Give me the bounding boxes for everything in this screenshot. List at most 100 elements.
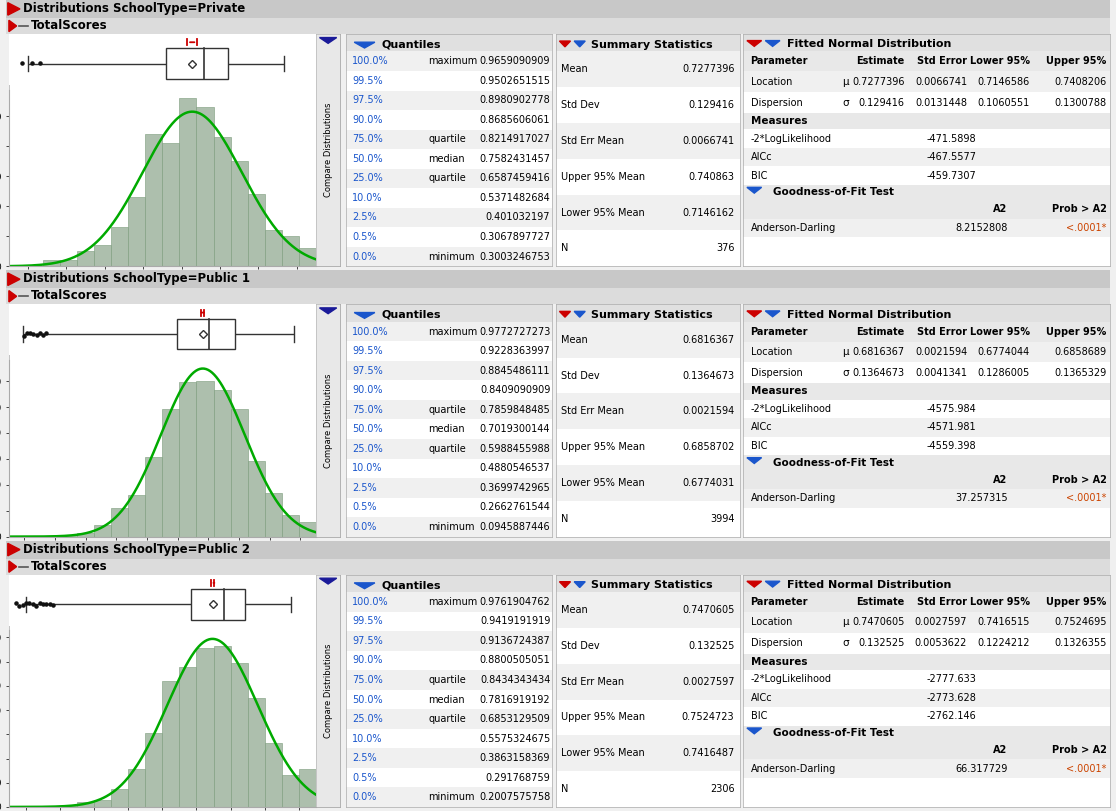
Bar <box>346 419 552 439</box>
Bar <box>743 726 1110 740</box>
Bar <box>556 195 740 230</box>
Text: Std Err Mean: Std Err Mean <box>561 406 625 416</box>
Text: Prob > A2: Prob > A2 <box>1052 204 1107 214</box>
Polygon shape <box>747 41 761 46</box>
Text: 0.2662761544: 0.2662761544 <box>480 502 550 513</box>
Text: median: median <box>429 424 465 434</box>
Text: 2.5%: 2.5% <box>353 483 377 493</box>
Text: Std Err Mean: Std Err Mean <box>561 676 625 687</box>
Bar <box>556 429 740 465</box>
Bar <box>556 159 740 195</box>
Text: 0.3863158369: 0.3863158369 <box>480 753 550 763</box>
Bar <box>346 361 552 380</box>
Bar <box>346 149 552 169</box>
Text: Quantiles: Quantiles <box>381 580 441 590</box>
Polygon shape <box>9 20 17 32</box>
Bar <box>346 439 552 458</box>
Text: Upper 95%: Upper 95% <box>1047 327 1107 337</box>
Bar <box>743 437 1110 455</box>
Text: 0.0945887446: 0.0945887446 <box>480 521 550 532</box>
Text: minimum: minimum <box>429 792 475 802</box>
Text: 37.257315: 37.257315 <box>955 493 1008 504</box>
Text: σ: σ <box>843 368 849 378</box>
Text: 0.6774031: 0.6774031 <box>682 478 734 488</box>
Text: 100.0%: 100.0% <box>353 327 388 337</box>
Bar <box>346 592 552 611</box>
Text: Std Error: Std Error <box>917 56 968 67</box>
Bar <box>346 110 552 130</box>
Bar <box>346 91 552 110</box>
Bar <box>743 689 1110 707</box>
Bar <box>556 736 740 771</box>
Bar <box>346 400 552 419</box>
Polygon shape <box>559 311 570 317</box>
Bar <box>346 631 552 650</box>
Text: Upper 95%: Upper 95% <box>1047 56 1107 67</box>
Text: 50.0%: 50.0% <box>353 694 383 705</box>
Text: 0.7582431457: 0.7582431457 <box>480 154 550 164</box>
Text: 0.7146586: 0.7146586 <box>978 77 1030 87</box>
Bar <box>180 667 196 807</box>
Bar <box>346 130 552 149</box>
Text: 0.1364673: 0.1364673 <box>853 368 905 378</box>
Text: BIC: BIC <box>751 170 767 181</box>
Text: Location: Location <box>751 347 792 357</box>
Bar <box>299 521 316 537</box>
Text: μ: μ <box>843 347 849 357</box>
Text: 0.7408206: 0.7408206 <box>1055 77 1107 87</box>
Bar <box>556 700 740 736</box>
Text: Fitted Normal Distribution: Fitted Normal Distribution <box>787 310 952 320</box>
Text: 2.5%: 2.5% <box>353 212 377 222</box>
Bar <box>346 169 552 188</box>
Text: Compare Distributions: Compare Distributions <box>324 373 333 468</box>
Bar <box>264 492 281 537</box>
Bar <box>166 49 228 79</box>
Polygon shape <box>575 41 585 47</box>
Text: 0.3699742965: 0.3699742965 <box>480 483 550 493</box>
Polygon shape <box>9 290 17 302</box>
Bar <box>743 148 1110 166</box>
Bar <box>346 768 552 787</box>
Polygon shape <box>747 457 761 463</box>
Text: 0.7277396: 0.7277396 <box>682 64 734 75</box>
Bar <box>743 455 1110 470</box>
Text: Distributions SchoolType=Private: Distributions SchoolType=Private <box>23 2 246 15</box>
Bar <box>299 248 316 266</box>
Text: 0.5988455988: 0.5988455988 <box>480 444 550 453</box>
Text: 0.8845486111: 0.8845486111 <box>480 366 550 375</box>
Text: 0.9761904762: 0.9761904762 <box>480 597 550 607</box>
Text: Goodness-of-Fit Test: Goodness-of-Fit Test <box>772 728 894 738</box>
Text: 0.1364673: 0.1364673 <box>682 371 734 380</box>
Bar <box>264 743 281 807</box>
Text: 0.1060551: 0.1060551 <box>978 97 1030 108</box>
Text: 0.132525: 0.132525 <box>858 638 905 648</box>
Bar <box>163 144 180 266</box>
Text: TotalScores: TotalScores <box>31 19 107 32</box>
Text: Dispersion: Dispersion <box>751 368 802 378</box>
Bar <box>346 478 552 498</box>
Text: Fitted Normal Distribution: Fitted Normal Distribution <box>787 580 952 590</box>
Text: 0.8409090909: 0.8409090909 <box>480 385 550 395</box>
Text: Lower 95%: Lower 95% <box>970 327 1030 337</box>
Bar <box>192 589 246 620</box>
Bar <box>346 690 552 710</box>
Bar <box>248 461 264 537</box>
Point <box>23 598 41 611</box>
Text: 0.0066741: 0.0066741 <box>682 136 734 146</box>
Bar <box>112 508 128 537</box>
Point <box>16 329 33 342</box>
Text: 0.0%: 0.0% <box>353 521 376 532</box>
Text: 0.9419191919: 0.9419191919 <box>480 616 550 626</box>
Text: quartile: quartile <box>429 135 466 144</box>
Text: quartile: quartile <box>429 444 466 453</box>
Text: 0.6587459416: 0.6587459416 <box>480 174 550 183</box>
Polygon shape <box>354 312 375 319</box>
Text: minimum: minimum <box>429 251 475 261</box>
Point <box>27 600 45 613</box>
Text: 0.1326355: 0.1326355 <box>1055 638 1107 648</box>
Bar <box>743 592 1110 611</box>
Bar <box>743 129 1110 148</box>
Text: Prob > A2: Prob > A2 <box>1052 474 1107 485</box>
Polygon shape <box>766 581 780 587</box>
Bar <box>180 382 196 537</box>
